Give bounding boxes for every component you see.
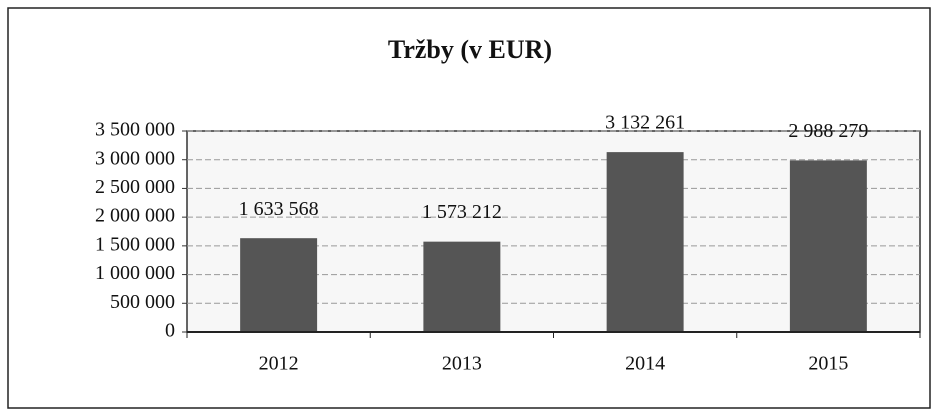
data-label: 3 132 261 bbox=[605, 112, 685, 134]
bar bbox=[240, 238, 318, 332]
y-tick-label: 500 000 bbox=[110, 291, 175, 313]
bar bbox=[606, 152, 684, 332]
y-tick-label: 1 500 000 bbox=[95, 233, 175, 255]
x-tick-label: 2014 bbox=[625, 353, 665, 375]
y-tick-label: 2 500 000 bbox=[95, 176, 175, 198]
y-tick-label: 0 bbox=[165, 320, 175, 342]
bar bbox=[789, 160, 867, 332]
y-tick-label: 1 000 000 bbox=[95, 262, 175, 284]
data-label: 2 988 279 bbox=[788, 120, 868, 142]
y-tick-label: 3 000 000 bbox=[95, 147, 175, 169]
y-tick-label: 3 500 000 bbox=[95, 119, 175, 141]
bar bbox=[423, 241, 501, 332]
chart-title: Tržby (v EUR) bbox=[388, 35, 552, 64]
x-tick-label: 2012 bbox=[259, 353, 299, 375]
x-tick-label: 2013 bbox=[442, 353, 482, 375]
data-label: 1 633 568 bbox=[239, 198, 319, 220]
data-label: 1 573 212 bbox=[422, 201, 502, 223]
x-tick-label: 2015 bbox=[808, 353, 848, 375]
y-tick-label: 2 000 000 bbox=[95, 205, 175, 227]
